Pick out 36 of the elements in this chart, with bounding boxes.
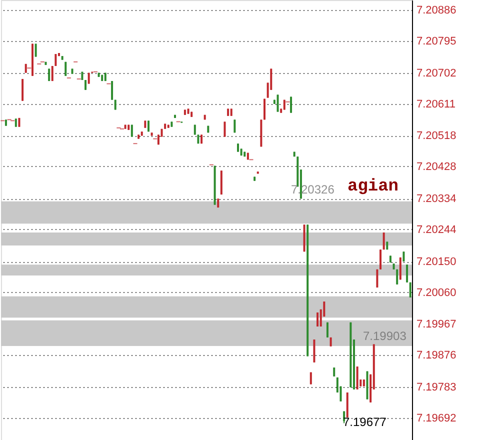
y-tick-label: 7.19967 [416,318,456,331]
candlestick [356,366,358,390]
y-tick-label: 7.19783 [416,382,456,394]
y-tick-label: 7.19692 [416,412,456,425]
y-tick-label: 7.20334 [416,193,456,206]
candlestick [313,338,316,363]
annotation: 7.19677 [343,415,387,429]
y-tick-label: 7.20702 [416,67,456,80]
y-tick-label: 7.20060 [416,286,456,299]
annotation: 7.19903 [363,328,407,343]
candlestick [406,264,408,283]
candlestick [22,78,24,102]
y-tick-label: 7.20244 [416,224,456,236]
y-tick-label: 7.20611 [416,98,456,110]
annotation: agian [347,178,399,197]
candlestick [290,96,292,114]
candlestick [326,322,328,338]
y-tick-label: 7.20518 [416,130,456,142]
y-tick-label: 7.20428 [416,160,456,173]
y-tick-label: 7.20886 [416,4,456,16]
candlestick [316,312,319,327]
candlestick [234,119,236,134]
candlestick [396,268,398,285]
candlestick [111,80,114,100]
candlestick [220,170,222,196]
candlestick [48,68,50,82]
y-tick-label: 7.19876 [416,350,456,362]
candlestick [34,43,37,58]
candlestick [84,80,87,90]
y-tick-label: 7.20150 [416,256,456,268]
y-tick-label: 7.20795 [416,36,456,48]
candlestick [224,121,226,138]
candlestick [54,54,57,66]
candlestick [409,282,412,298]
candlestick [276,94,279,112]
candlestick [64,61,67,76]
